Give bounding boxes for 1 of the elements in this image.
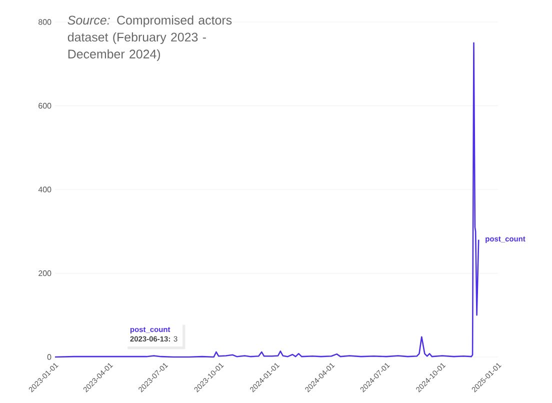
annotation: Source: Compromised actors dataset (February 2023 - December 2024) xyxy=(68,15,232,61)
